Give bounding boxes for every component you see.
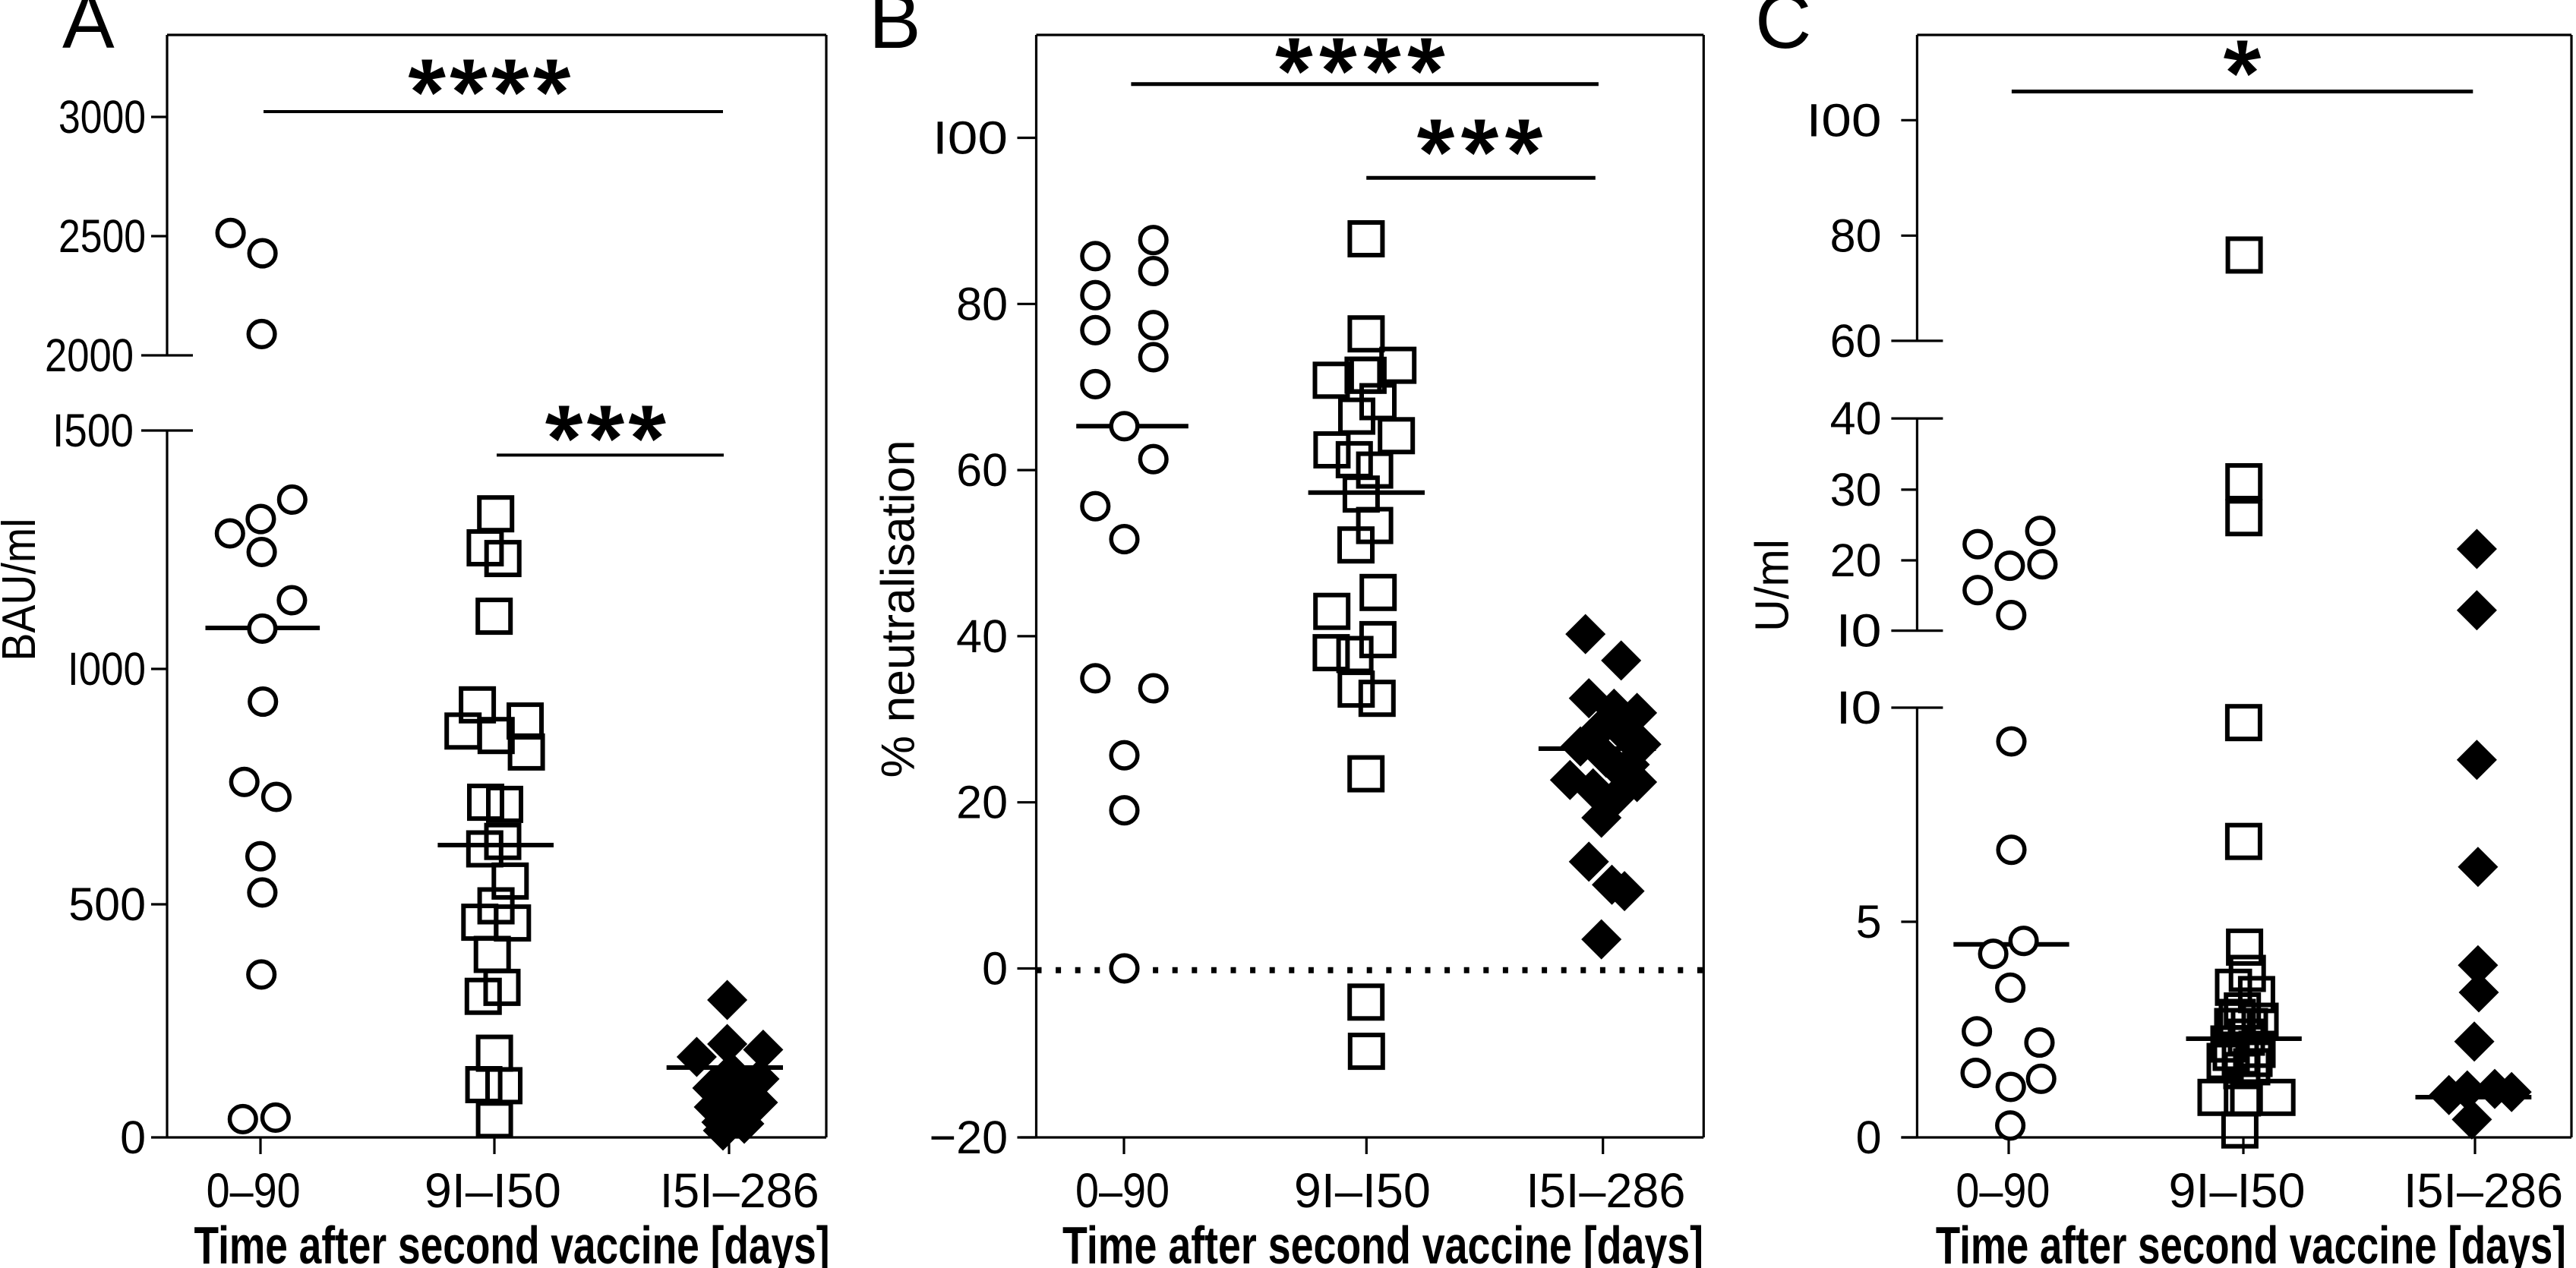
svg-text:60: 60 bbox=[1830, 315, 1882, 367]
svg-text:% neutralisation: % neutralisation bbox=[872, 440, 924, 778]
svg-text:9I–I50: 9I–I50 bbox=[2169, 1163, 2306, 1218]
svg-text:500: 500 bbox=[68, 878, 146, 930]
svg-text:Time after second vaccine [day: Time after second vaccine [days] bbox=[1062, 1216, 1703, 1268]
svg-text:I500: I500 bbox=[52, 405, 134, 456]
svg-text:U/ml: U/ml bbox=[1747, 539, 1799, 632]
svg-text:0–90: 0–90 bbox=[1956, 1163, 2050, 1218]
svg-text:0: 0 bbox=[1856, 1112, 1882, 1163]
svg-text:30: 30 bbox=[1830, 464, 1882, 516]
svg-text:Time after second vaccine [day: Time after second vaccine [days] bbox=[194, 1216, 830, 1268]
svg-text:A: A bbox=[62, 0, 115, 65]
svg-text:60: 60 bbox=[956, 444, 1008, 496]
svg-text:I00: I00 bbox=[933, 112, 1008, 164]
svg-text:B: B bbox=[869, 0, 921, 65]
svg-text:40: 40 bbox=[956, 610, 1008, 662]
svg-text:20: 20 bbox=[956, 777, 1008, 828]
svg-text:3000: 3000 bbox=[58, 91, 146, 143]
svg-text:C: C bbox=[1755, 0, 1811, 65]
svg-text:BAU/ml: BAU/ml bbox=[0, 519, 46, 661]
svg-text:9I–I50: 9I–I50 bbox=[425, 1163, 561, 1218]
svg-text:0: 0 bbox=[120, 1112, 146, 1163]
svg-text:40: 40 bbox=[1830, 393, 1882, 444]
svg-text:80: 80 bbox=[1830, 210, 1882, 261]
svg-text:5: 5 bbox=[1856, 896, 1882, 948]
svg-text:9I–I50: 9I–I50 bbox=[1294, 1163, 1431, 1218]
svg-text:0: 0 bbox=[982, 943, 1008, 995]
svg-text:I0: I0 bbox=[1836, 682, 1882, 733]
svg-text:I0: I0 bbox=[1836, 605, 1882, 657]
svg-text:−20: −20 bbox=[930, 1112, 1008, 1163]
svg-text:0–90: 0–90 bbox=[1075, 1163, 1170, 1218]
svg-text:I00: I00 bbox=[1807, 94, 1882, 146]
svg-text:0–90: 0–90 bbox=[207, 1163, 301, 1218]
svg-text:I5I–286: I5I–286 bbox=[1526, 1163, 1685, 1218]
svg-text:2500: 2500 bbox=[58, 210, 146, 262]
svg-text:I5I–286: I5I–286 bbox=[660, 1163, 819, 1218]
svg-text:I5I–286: I5I–286 bbox=[2404, 1163, 2563, 1218]
svg-text:2000: 2000 bbox=[45, 330, 134, 381]
svg-text:Time after second vaccine [day: Time after second vaccine [days] bbox=[1936, 1216, 2566, 1268]
svg-text:80: 80 bbox=[956, 278, 1008, 330]
svg-text:I000: I000 bbox=[68, 643, 146, 695]
svg-text:20: 20 bbox=[1830, 535, 1882, 586]
